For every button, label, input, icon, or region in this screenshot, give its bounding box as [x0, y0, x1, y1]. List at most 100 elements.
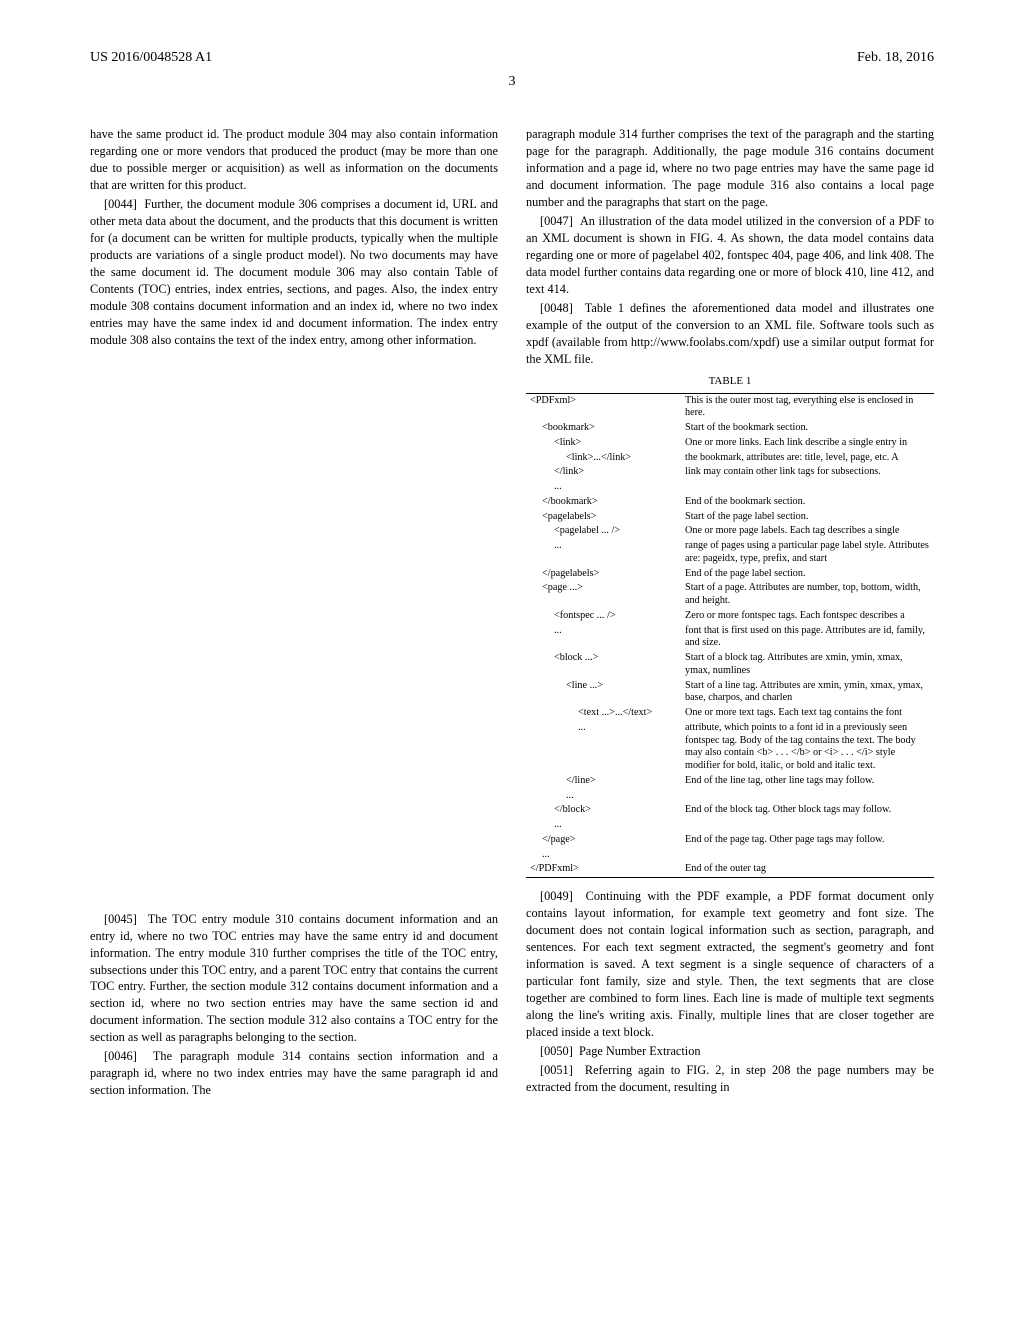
paragraph-0050: [0050] Page Number Extraction: [526, 1043, 934, 1060]
table-row: <text ...>...</text>One or more text tag…: [526, 706, 934, 721]
para-text: Further, the document module 306 compris…: [90, 197, 498, 347]
tag-cell: </pagelabels>: [526, 567, 681, 582]
paragraph-0044: [0044] Further, the document module 306 …: [90, 196, 498, 349]
tag-cell: </line>: [526, 774, 681, 789]
para-num: [0046]: [104, 1049, 137, 1063]
desc-cell: End of the line tag, other line tags may…: [681, 774, 934, 789]
table-row: </link>link may contain other link tags …: [526, 465, 934, 480]
xml-schema-table: <PDFxml>This is the outer most tag, ever…: [526, 393, 934, 879]
desc-cell: End of the page tag. Other page tags may…: [681, 833, 934, 848]
paragraph-0048: [0048] Table 1 defines the aforementione…: [526, 300, 934, 368]
tag-cell: ...: [526, 789, 681, 804]
table-row: ...: [526, 848, 934, 863]
para-num: [0045]: [104, 912, 137, 926]
table-row: <link>...</link>the bookmark, attributes…: [526, 451, 934, 466]
table-row: <link>One or more links. Each link descr…: [526, 436, 934, 451]
para-text: The paragraph module 314 contains sectio…: [90, 1049, 498, 1097]
tag-cell: <PDFxml>: [526, 393, 681, 421]
table-row: ...: [526, 818, 934, 833]
table-row: </block>End of the block tag. Other bloc…: [526, 803, 934, 818]
table-row: ...font that is first used on this page.…: [526, 624, 934, 652]
page-number: 3: [90, 74, 934, 90]
paragraph-0045: [0045] The TOC entry module 310 contains…: [90, 911, 498, 1047]
desc-cell: attribute, which points to a font id in …: [681, 721, 934, 774]
table-row: </bookmark>End of the bookmark section.: [526, 495, 934, 510]
tag-cell: </page>: [526, 833, 681, 848]
paragraph-cont-r: paragraph module 314 further comprises t…: [526, 126, 934, 211]
table-row: <pagelabel ... />One or more page labels…: [526, 524, 934, 539]
tag-cell: </link>: [526, 465, 681, 480]
desc-cell: [681, 480, 934, 495]
paragraph-cont: have the same product id. The product mo…: [90, 126, 498, 194]
paragraph-0047: [0047] An illustration of the data model…: [526, 213, 934, 298]
publication-date: Feb. 18, 2016: [857, 50, 934, 66]
tag-cell: </bookmark>: [526, 495, 681, 510]
tag-cell: ...: [526, 818, 681, 833]
table-row: ...: [526, 480, 934, 495]
table-row: <bookmark>Start of the bookmark section.: [526, 421, 934, 436]
para-text: Page Number Extraction: [579, 1044, 701, 1058]
tag-cell: <pagelabels>: [526, 510, 681, 525]
tag-cell: ...: [526, 624, 681, 652]
page-header: US 2016/0048528 A1 Feb. 18, 2016: [90, 50, 934, 66]
desc-cell: Zero or more fontspec tags. Each fontspe…: [681, 609, 934, 624]
tag-cell: <page ...>: [526, 581, 681, 609]
paragraph-0046: [0046] The paragraph module 314 contains…: [90, 1048, 498, 1099]
desc-cell: link may contain other link tags for sub…: [681, 465, 934, 480]
para-num: [0047]: [540, 214, 573, 228]
desc-cell: Start of the page label section.: [681, 510, 934, 525]
desc-cell: One or more page labels. Each tag descri…: [681, 524, 934, 539]
table-row: <block ...>Start of a block tag. Attribu…: [526, 651, 934, 679]
column-spacer: [90, 351, 498, 911]
table-row: </pagelabels>End of the page label secti…: [526, 567, 934, 582]
desc-cell: End of the outer tag: [681, 862, 934, 877]
desc-cell: Start of a block tag. Attributes are xmi…: [681, 651, 934, 679]
tag-cell: <pagelabel ... />: [526, 524, 681, 539]
tag-cell: <fontspec ... />: [526, 609, 681, 624]
para-text: The TOC entry module 310 contains docume…: [90, 912, 498, 1045]
table-row: ...attribute, which points to a font id …: [526, 721, 934, 774]
publication-number: US 2016/0048528 A1: [90, 50, 212, 66]
para-num: [0048]: [540, 301, 573, 315]
tag-cell: <bookmark>: [526, 421, 681, 436]
tag-cell: <block ...>: [526, 651, 681, 679]
table-row: ...range of pages using a particular pag…: [526, 539, 934, 567]
tag-cell: </block>: [526, 803, 681, 818]
para-num: [0050]: [540, 1044, 573, 1058]
desc-cell: range of pages using a particular page l…: [681, 539, 934, 567]
para-num: [0051]: [540, 1063, 573, 1077]
tag-cell: <line ...>: [526, 679, 681, 707]
tag-cell: <link>: [526, 436, 681, 451]
tag-cell: ...: [526, 480, 681, 495]
table-title: TABLE 1: [526, 374, 934, 389]
paragraph-0051: [0051] Referring again to FIG. 2, in ste…: [526, 1062, 934, 1096]
desc-cell: End of the page label section.: [681, 567, 934, 582]
para-num: [0044]: [104, 197, 137, 211]
table-row: </page>End of the page tag. Other page t…: [526, 833, 934, 848]
para-text: Continuing with the PDF example, a PDF f…: [526, 889, 934, 1039]
para-num: [0049]: [540, 889, 573, 903]
desc-cell: Start of a line tag. Attributes are xmin…: [681, 679, 934, 707]
tag-cell: ...: [526, 539, 681, 567]
table-1: TABLE 1 <PDFxml>This is the outer most t…: [526, 374, 934, 879]
table-row: ...: [526, 789, 934, 804]
text-columns: have the same product id. The product mo…: [90, 126, 934, 1101]
desc-cell: [681, 789, 934, 804]
desc-cell: End of the block tag. Other block tags m…: [681, 803, 934, 818]
right-column: paragraph module 314 further comprises t…: [526, 126, 934, 1101]
tag-cell: <link>...</link>: [526, 451, 681, 466]
patent-page: US 2016/0048528 A1 Feb. 18, 2016 3 have …: [0, 0, 1024, 1151]
left-column: have the same product id. The product mo…: [90, 126, 498, 1101]
table-row: <PDFxml>This is the outer most tag, ever…: [526, 393, 934, 421]
desc-cell: font that is first used on this page. At…: [681, 624, 934, 652]
tag-cell: </PDFxml>: [526, 862, 681, 877]
desc-cell: One or more text tags. Each text tag con…: [681, 706, 934, 721]
para-text: Referring again to FIG. 2, in step 208 t…: [526, 1063, 934, 1094]
tag-cell: ...: [526, 721, 681, 774]
tag-cell: <text ...>...</text>: [526, 706, 681, 721]
table-row: </PDFxml>End of the outer tag: [526, 862, 934, 877]
table-row: <page ...>Start of a page. Attributes ar…: [526, 581, 934, 609]
desc-cell: This is the outer most tag, everything e…: [681, 393, 934, 421]
paragraph-0049: [0049] Continuing with the PDF example, …: [526, 888, 934, 1041]
desc-cell: One or more links. Each link describe a …: [681, 436, 934, 451]
